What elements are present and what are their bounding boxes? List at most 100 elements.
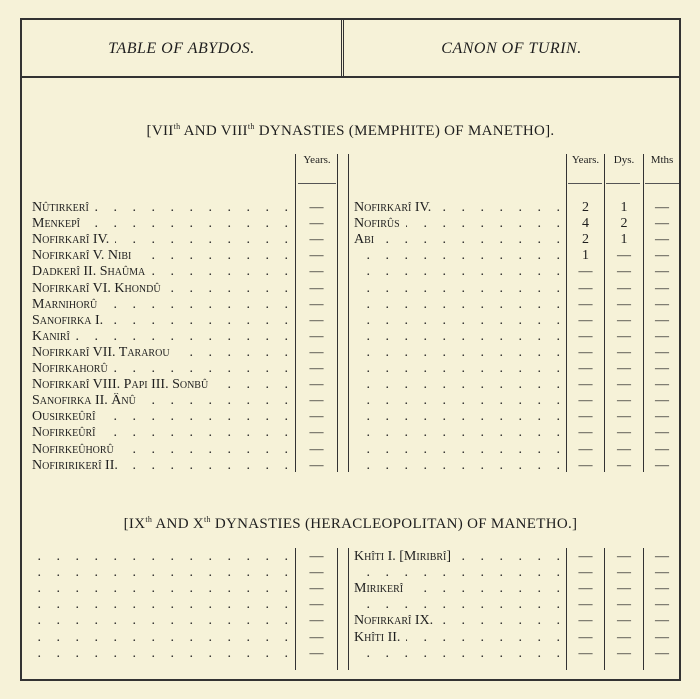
- col-header-turin-years: Years.: [571, 154, 600, 166]
- turin-months: —: [655, 232, 669, 248]
- turin-days: —: [617, 393, 631, 409]
- col-underline: [568, 183, 602, 184]
- leader-dots: . . . . . . . . . . . . . . . . . . . . …: [137, 248, 288, 264]
- turin-king-name: Nofirkarî IX.: [354, 613, 434, 629]
- turin-years: —: [578, 581, 593, 597]
- title-part: AND X: [152, 516, 205, 532]
- abydos-row: Nûtirkerî . . . . . . . . . . . . . . . …: [32, 200, 288, 216]
- abydos-row: Nofirkarî VI. Khondû . . . . . . . . . .…: [32, 281, 288, 297]
- column-rule: [643, 548, 644, 670]
- turin-years: —: [578, 549, 593, 564]
- turin-row: Nofirûs . . . . . . . . . . . . . . . . …: [354, 216, 560, 232]
- abydos-king-name: Nûtirkerî: [32, 200, 89, 215]
- turin-days: —: [617, 425, 631, 441]
- abydos-years: —: [309, 393, 324, 409]
- abydos-king-name: Kanirî: [32, 328, 70, 344]
- abydos-years: —: [309, 565, 324, 581]
- abydos-king-name: Nofiririkerî II.: [32, 457, 118, 473]
- title-part: [VII: [146, 123, 174, 139]
- abydos-row: Nofirkarî IV. . . . . . . . . . . . . . …: [32, 232, 288, 248]
- column-rule: [604, 154, 605, 472]
- leader-dots: . . . . . . . . . . . . . . . . . . . . …: [406, 216, 560, 232]
- leader-dots: . . . . . . . . . . . . . . . . . . . . …: [409, 581, 560, 597]
- turin-months: —: [655, 457, 669, 473]
- turin-years: —: [578, 393, 593, 409]
- turin-row: . . . . . . . . . . . . . . . . . . . . …: [354, 425, 560, 441]
- leader-dots: . . . . . . . . . . . . . . . . . . . . …: [354, 264, 560, 280]
- turin-row: . . . . . . . . . . . . . . . . . . . . …: [354, 345, 560, 361]
- turin-days: —: [617, 581, 631, 597]
- leader-dots: . . . . . . . . . . . . . . . . . . . . …: [124, 457, 288, 473]
- turin-days: —: [617, 377, 631, 393]
- leader-dots: . . . . . . . . . . . . . . . . . . . . …: [354, 377, 560, 393]
- turin-months: —: [655, 645, 669, 661]
- turin-days: —: [617, 264, 631, 280]
- turin-days: —: [617, 597, 631, 613]
- abydos-years: —: [309, 248, 324, 264]
- turin-king-name: Mirikerî: [354, 581, 404, 597]
- header-table-of-abydos: TABLE OF ABYDOS.: [108, 40, 255, 57]
- turin-years: —: [578, 409, 593, 425]
- abydos-row: . . . . . . . . . . . . . . . . . . . . …: [32, 549, 288, 565]
- turin-king-name: Nofirkarî IV.: [354, 200, 432, 215]
- abydos-row: Sanofirka II. Ânû . . . . . . . . . . . …: [32, 393, 288, 409]
- turin-years: —: [578, 264, 593, 280]
- abydos-king-name: Nofirkeûrî: [32, 425, 96, 441]
- turin-row: . . . . . . . . . . . . . . . . . . . . …: [354, 248, 560, 264]
- turin-years: 4: [582, 216, 589, 232]
- col-underline: [645, 183, 679, 184]
- turin-row: . . . . . . . . . . . . . . . . . . . . …: [354, 646, 560, 662]
- section-title-ix-x: [IXth AND Xth DYNASTIES (HERACLEOPOLITAN…: [22, 515, 679, 533]
- turin-king-name: Khîti I. [Miribrî]: [354, 549, 452, 564]
- turin-months: —: [655, 312, 669, 328]
- turin-row: Abi . . . . . . . . . . . . . . . . . . …: [354, 232, 560, 248]
- abydos-years: —: [309, 441, 324, 457]
- leader-dots: . . . . . . . . . . . . . . . . . . . . …: [101, 409, 288, 425]
- turin-years: —: [578, 613, 593, 629]
- abydos-king-name: Nofirkeûhorû: [32, 441, 114, 457]
- leader-dots: . . . . . . . . . . . . . . . . . . . . …: [32, 549, 288, 564]
- abydos-king-name: Marnihorû: [32, 296, 98, 312]
- title-part: DYNASTIES (HERACLEOPOLITAN) OF MANETHO.]: [210, 516, 578, 532]
- leader-dots: . . . . . . . . . . . . . . . . . . . . …: [142, 393, 288, 409]
- turin-days: —: [617, 565, 631, 581]
- turin-months: —: [655, 328, 669, 344]
- col-underline: [298, 183, 336, 184]
- abydos-years: —: [309, 425, 324, 441]
- abydos-row: Nofirkahorû . . . . . . . . . . . . . . …: [32, 361, 288, 377]
- turin-days: 2: [620, 216, 628, 232]
- abydos-king-name: Ousirkeûrî: [32, 409, 96, 425]
- turin-months: —: [655, 629, 669, 645]
- abydos-king-name: Nofirkahorû: [32, 361, 108, 376]
- abydos-row: . . . . . . . . . . . . . . . . . . . . …: [32, 613, 288, 629]
- leader-dots: . . . . . . . . . . . . . . . . . . . . …: [32, 597, 288, 613]
- turin-months: —: [655, 425, 669, 441]
- turin-months: —: [655, 581, 669, 597]
- leader-dots: . . . . . . . . . . . . . . . . . . . . …: [94, 200, 288, 215]
- turin-years: —: [578, 629, 593, 645]
- turin-months: —: [655, 361, 669, 376]
- turin-days: —: [617, 312, 631, 328]
- abydos-years: —: [309, 645, 324, 661]
- abydos-years: —: [309, 200, 324, 215]
- title-part: AND VIII: [180, 123, 248, 139]
- turin-years: —: [578, 361, 593, 376]
- column-rule: [295, 154, 296, 472]
- turin-years: —: [578, 344, 593, 360]
- leader-dots: . . . . . . . . . . . . . . . . . . . . …: [354, 248, 560, 264]
- turin-years: —: [578, 296, 593, 312]
- turin-days: —: [617, 361, 631, 376]
- turin-years: 1: [582, 248, 589, 264]
- turin-years: —: [578, 280, 593, 296]
- leader-dots: . . . . . . . . . . . . . . . . . . . . …: [103, 296, 288, 312]
- turin-king-name: Khîti II.: [354, 629, 401, 645]
- leader-dots: . . . . . . . . . . . . . . . . . . . . …: [109, 312, 288, 328]
- turin-years: —: [578, 457, 593, 473]
- title-sup: th: [204, 515, 211, 524]
- leader-dots: . . . . . . . . . . . . . . . . . . . . …: [439, 613, 560, 629]
- abydos-years: —: [309, 409, 324, 425]
- abydos-row: Nofirkarî VIII. Papi III. Sonbû . . . . …: [32, 377, 288, 393]
- leader-dots: . . . . . . . . . . . . . . . . . . . . …: [437, 200, 560, 215]
- abydos-years: —: [309, 312, 324, 328]
- leader-dots: . . . . . . . . . . . . . . . . . . . . …: [354, 597, 560, 613]
